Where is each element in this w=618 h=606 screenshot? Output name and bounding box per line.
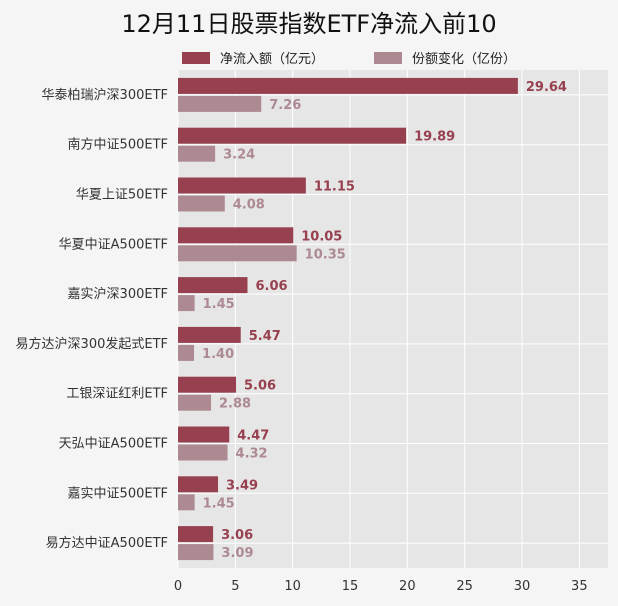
category-label: 华夏中证A500ETF bbox=[59, 237, 168, 252]
data-label-share-change: 1.40 bbox=[202, 347, 234, 362]
data-label-share-change: 2.88 bbox=[219, 397, 251, 412]
bar-net-inflow bbox=[178, 376, 237, 393]
bar-share-change bbox=[178, 544, 214, 561]
bar-net-inflow bbox=[178, 77, 518, 94]
legend-label-net-inflow: 净流入额（亿元） bbox=[220, 52, 325, 67]
data-label-net-inflow: 5.06 bbox=[244, 379, 276, 394]
legend-label-share-change: 份额变化（亿份） bbox=[412, 52, 517, 67]
category-label: 华泰柏瑞沪深300ETF bbox=[42, 87, 168, 103]
data-label-net-inflow: 5.47 bbox=[249, 329, 281, 344]
x-tick-label: 15 bbox=[342, 579, 359, 594]
data-label-net-inflow: 10.05 bbox=[301, 229, 342, 244]
bar-net-inflow bbox=[178, 526, 214, 543]
category-label: 华夏上证50ETF bbox=[76, 188, 168, 203]
category-label: 嘉实沪深300ETF bbox=[68, 286, 168, 302]
bar-net-inflow bbox=[178, 476, 219, 493]
x-tick-label: 35 bbox=[571, 579, 588, 594]
category-label: 易方达中证A500ETF bbox=[46, 535, 168, 551]
data-label-net-inflow: 11.15 bbox=[314, 180, 355, 195]
category-label: 嘉实中证500ETF bbox=[68, 486, 168, 501]
data-label-net-inflow: 3.49 bbox=[226, 478, 258, 493]
data-label-share-change: 1.45 bbox=[203, 496, 235, 511]
data-label-share-change: 4.08 bbox=[233, 198, 265, 213]
data-label-net-inflow: 29.64 bbox=[526, 80, 567, 95]
bar-share-change bbox=[178, 394, 212, 411]
x-tick-label: 10 bbox=[284, 579, 301, 594]
chart-title: 12月11日股票指数ETF净流入前10 bbox=[121, 10, 497, 38]
data-label-share-change: 4.32 bbox=[236, 447, 268, 462]
bar-share-change bbox=[178, 444, 228, 461]
data-label-share-change: 7.26 bbox=[269, 98, 301, 113]
data-label-net-inflow: 3.06 bbox=[221, 528, 253, 543]
legend-swatch-share-change bbox=[374, 51, 403, 64]
data-label-net-inflow: 19.89 bbox=[414, 130, 455, 145]
legend-item-net-inflow: 净流入额（亿元） bbox=[182, 48, 324, 67]
category-label: 南方中证500ETF bbox=[68, 137, 168, 153]
data-label-net-inflow: 6.06 bbox=[255, 279, 287, 294]
category-label: 工银深证红利ETF bbox=[66, 386, 168, 402]
bar-net-inflow bbox=[178, 227, 294, 244]
x-tick-label: 25 bbox=[456, 579, 473, 594]
data-label-share-change: 1.45 bbox=[203, 297, 235, 312]
legend-item-share-change: 份额变化（亿份） bbox=[374, 48, 516, 67]
x-tick-label: 5 bbox=[231, 579, 239, 594]
data-label-net-inflow: 4.47 bbox=[237, 429, 269, 444]
bar-share-change bbox=[178, 195, 225, 212]
bar-net-inflow bbox=[178, 177, 306, 194]
bar-share-change bbox=[178, 245, 297, 262]
bar-net-inflow bbox=[178, 127, 407, 144]
data-label-share-change: 10.35 bbox=[305, 247, 346, 262]
data-label-share-change: 3.24 bbox=[223, 148, 255, 163]
plot-background bbox=[178, 70, 608, 568]
category-label: 天弘中证A500ETF bbox=[59, 437, 168, 452]
category-label: 易方达沪深300发起式ETF bbox=[16, 336, 168, 352]
bar-share-change bbox=[178, 494, 195, 511]
bar-net-inflow bbox=[178, 326, 241, 343]
bar-share-change bbox=[178, 145, 216, 162]
x-tick-label: 20 bbox=[399, 579, 416, 594]
bar-share-change bbox=[178, 344, 195, 361]
legend-swatch-net-inflow bbox=[182, 51, 210, 64]
legend: 净流入额（亿元） 份额变化（亿份） bbox=[182, 48, 516, 67]
bar-share-change bbox=[178, 95, 262, 112]
data-label-share-change: 3.09 bbox=[221, 546, 253, 561]
x-tick-label: 30 bbox=[514, 579, 531, 594]
bar-net-inflow bbox=[178, 426, 230, 443]
bar-share-change bbox=[178, 295, 195, 312]
x-tick-label: 0 bbox=[174, 579, 182, 594]
bar-net-inflow bbox=[178, 277, 248, 294]
